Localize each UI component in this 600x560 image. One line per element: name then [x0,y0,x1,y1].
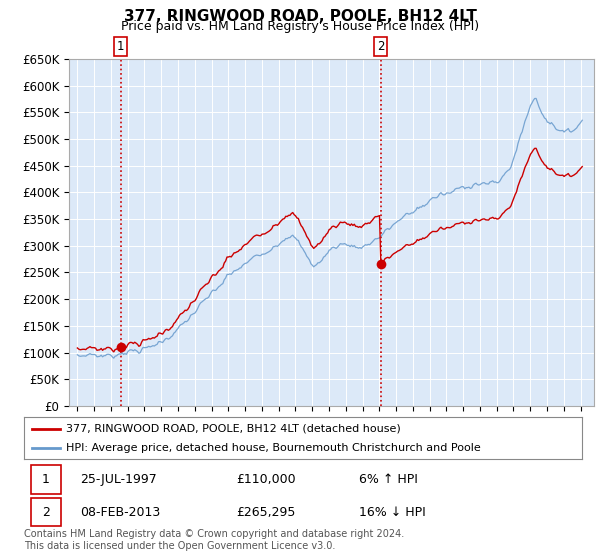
Text: 377, RINGWOOD ROAD, POOLE, BH12 4LT: 377, RINGWOOD ROAD, POOLE, BH12 4LT [124,9,476,24]
Text: 16% ↓ HPI: 16% ↓ HPI [359,506,425,519]
Text: £265,295: £265,295 [236,506,295,519]
Text: 6% ↑ HPI: 6% ↑ HPI [359,473,418,486]
Text: 1: 1 [117,40,124,53]
Text: Contains HM Land Registry data © Crown copyright and database right 2024.
This d: Contains HM Land Registry data © Crown c… [24,529,404,551]
Text: HPI: Average price, detached house, Bournemouth Christchurch and Poole: HPI: Average price, detached house, Bour… [66,443,481,453]
Text: £110,000: £110,000 [236,473,296,486]
Text: 2: 2 [377,40,385,53]
Text: 2: 2 [42,506,50,519]
Text: 377, RINGWOOD ROAD, POOLE, BH12 4LT (detached house): 377, RINGWOOD ROAD, POOLE, BH12 4LT (det… [66,423,401,433]
FancyBboxPatch shape [31,498,61,526]
Text: 1: 1 [42,473,50,486]
Text: Price paid vs. HM Land Registry's House Price Index (HPI): Price paid vs. HM Land Registry's House … [121,20,479,32]
Text: 08-FEB-2013: 08-FEB-2013 [80,506,160,519]
Text: 25-JUL-1997: 25-JUL-1997 [80,473,157,486]
FancyBboxPatch shape [31,465,61,493]
